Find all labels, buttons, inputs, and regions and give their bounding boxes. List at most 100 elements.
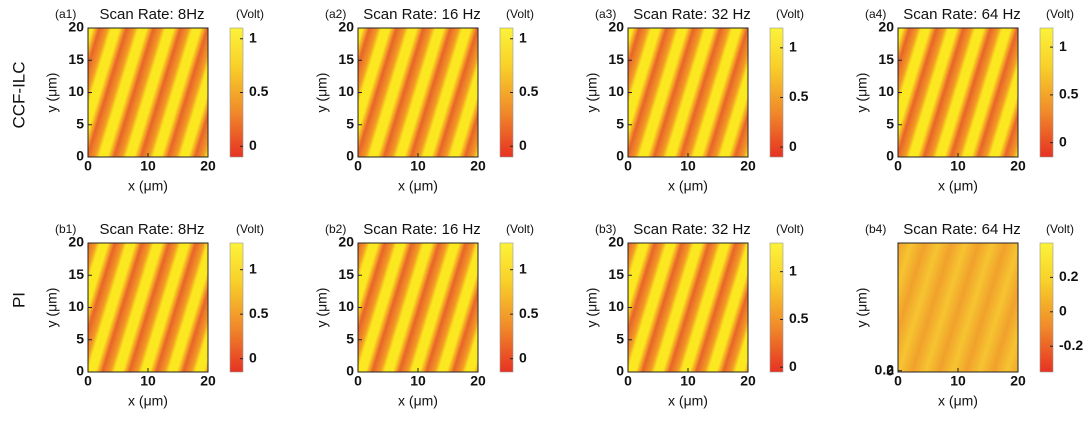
x-tick-label: 10	[410, 373, 426, 389]
y-tick-label: 10	[68, 298, 84, 314]
colorbar	[229, 242, 244, 373]
panel-title: Scan Rate: 32 Hz	[633, 6, 751, 23]
colorbar-tick-label: 0.5	[789, 88, 809, 104]
y-tick-label: 20	[68, 234, 84, 250]
colorbar	[499, 242, 514, 373]
y-tick-label: 20	[338, 234, 354, 250]
x-axis-label: x (μm)	[128, 178, 168, 194]
x-tick-label: 0	[894, 158, 902, 174]
panel-title: Scan Rate: 64 Hz	[903, 221, 1021, 238]
y-tick-label: 15	[608, 266, 624, 282]
colorbar-tick-label: 0	[249, 137, 257, 153]
x-tick-label: 10	[950, 373, 966, 389]
x-tick-label: 20	[740, 158, 756, 174]
x-tick-label: 20	[470, 158, 486, 174]
x-tick-label: 10	[680, 373, 696, 389]
colorbar-tick-label: 0	[789, 358, 797, 374]
y-tick-label: 20	[68, 19, 84, 35]
x-axis-label: x (μm)	[938, 178, 978, 194]
colorbar-label: (Volt)	[776, 222, 804, 236]
colorbar-label: (Volt)	[1046, 7, 1074, 21]
y-tick-label: 15	[608, 51, 624, 67]
y-tick-label: 0	[76, 363, 84, 379]
y-tick-label: 0	[886, 148, 894, 164]
colorbar-label: (Volt)	[236, 222, 264, 236]
y-axis-label: y (μm)	[314, 73, 330, 113]
x-tick-label: 0	[84, 373, 92, 389]
colorbar-tick-label: 1	[789, 262, 797, 278]
y-tick-label: 5	[76, 115, 84, 131]
y-tick-label: 0	[616, 363, 624, 379]
y-tick-label: 5	[346, 330, 354, 346]
x-tick-label: 0	[354, 158, 362, 174]
y-tick-label: 15	[338, 266, 354, 282]
colorbar-tick-label: 0.5	[249, 83, 269, 99]
y-tick-label: 10	[608, 83, 624, 99]
colorbar	[1039, 27, 1054, 158]
y-tick-label: 20	[608, 19, 624, 35]
colorbar-tick-label: 0.5	[519, 305, 539, 321]
colorbar-label: (Volt)	[506, 7, 534, 21]
y-tick-label: 10	[338, 83, 354, 99]
y-tick-label: 10	[68, 83, 84, 99]
x-tick-label: 20	[740, 373, 756, 389]
colorbar-tick-label: 0	[1059, 133, 1067, 149]
x-axis-label: x (μm)	[128, 393, 168, 409]
y-axis-label: y (μm)	[314, 288, 330, 328]
x-tick-label: 0	[894, 373, 902, 389]
colorbar-tick-label: 0.5	[1059, 86, 1079, 102]
panel-label: (b1)	[55, 222, 76, 236]
y-tick-label: 0	[346, 363, 354, 379]
y-axis-label: y (μm)	[44, 288, 60, 328]
panel-label: (a2)	[325, 7, 346, 21]
colorbar-label: (Volt)	[236, 7, 264, 21]
y-axis-label: y (μm)	[854, 73, 870, 113]
colorbar-label: (Volt)	[506, 222, 534, 236]
x-tick-label: 10	[140, 158, 156, 174]
colorbar-tick-label: 0.5	[249, 305, 269, 321]
y-tick-label: 5	[886, 115, 894, 131]
y-axis-label: y (μm)	[854, 288, 870, 328]
x-axis-label: x (μm)	[398, 393, 438, 409]
heatmap-image	[628, 28, 748, 157]
y-tick-label: 20	[608, 234, 624, 250]
heatmap-image	[628, 243, 748, 372]
colorbar-tick-label: 1	[249, 29, 257, 45]
heatmap-image	[898, 243, 1018, 372]
x-axis-label: x (μm)	[938, 393, 978, 409]
y-tick-label: 15	[68, 51, 84, 67]
y-tick-label: 0	[76, 148, 84, 164]
colorbar-label: (Volt)	[776, 7, 804, 21]
y-tick-label: 10	[338, 298, 354, 314]
y-tick-label: 15	[878, 51, 894, 67]
panel-label: (a4)	[865, 7, 886, 21]
x-tick-label: 20	[200, 158, 216, 174]
colorbar-tick-label: 1	[789, 39, 797, 55]
colorbar-label: (Volt)	[1046, 222, 1074, 236]
y-tick-label: 15	[68, 266, 84, 282]
y-tick-label: 5	[76, 330, 84, 346]
y-tick-label: 10	[608, 298, 624, 314]
colorbar	[769, 242, 784, 373]
x-tick-label: 10	[140, 373, 156, 389]
x-tick-label: 0	[84, 158, 92, 174]
x-axis-label: x (μm)	[668, 393, 708, 409]
panel-title: Scan Rate: 8Hz	[99, 6, 204, 23]
x-tick-label: 20	[1010, 158, 1026, 174]
x-tick-label: 20	[470, 373, 486, 389]
x-tick-label: 10	[680, 158, 696, 174]
x-tick-label: 0	[624, 158, 632, 174]
colorbar	[769, 27, 784, 158]
y-tick-label: 5	[616, 115, 624, 131]
row-label: CCF-ILC	[9, 61, 28, 128]
colorbar-tick-label: 0.5	[789, 310, 809, 326]
x-tick-label: 10	[410, 158, 426, 174]
x-axis-label: x (μm)	[668, 178, 708, 194]
panel-label: (a1)	[55, 7, 76, 21]
panel-label: (b4)	[865, 222, 886, 236]
y-tick-label: 20	[338, 19, 354, 35]
y-axis-label: y (μm)	[44, 73, 60, 113]
x-tick-label: 20	[200, 373, 216, 389]
heatmap-image	[88, 243, 208, 372]
